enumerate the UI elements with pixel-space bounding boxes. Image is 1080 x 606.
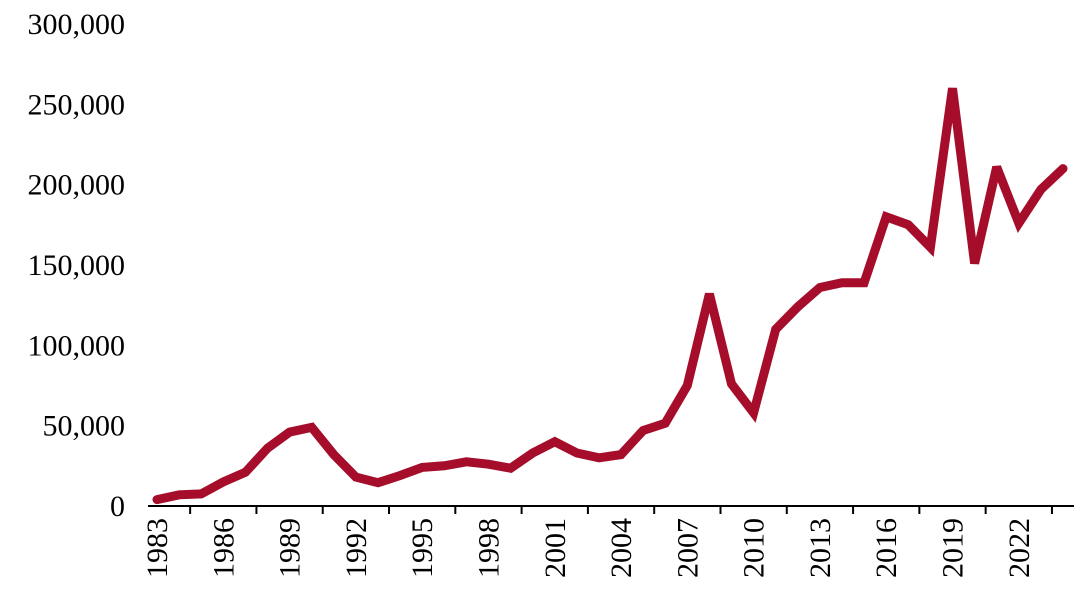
x-tick-label: 2013 <box>804 518 837 578</box>
x-tick-label: 1992 <box>340 518 373 578</box>
y-tick-label: 150,000 <box>28 249 126 282</box>
x-tick-label: 1998 <box>472 518 505 578</box>
x-tick-label: 2001 <box>539 518 572 578</box>
series-line <box>152 87 1068 505</box>
x-tick-label: 1983 <box>141 518 174 578</box>
x-axis-labels: 1983 1986 1989 1992 1995 1998 2001 2004 2007 2010… <box>141 518 1036 578</box>
y-tick-label: 250,000 <box>28 88 126 121</box>
x-tick-label: 1995 <box>406 518 439 578</box>
x-tick-label: 2010 <box>738 518 771 578</box>
y-tick-label: 300,000 <box>28 8 126 41</box>
x-tick-label: 2016 <box>870 518 903 578</box>
x-tick-label: 1986 <box>207 518 240 578</box>
y-tick-label: 200,000 <box>28 169 126 202</box>
y-tick-label: 100,000 <box>28 329 126 362</box>
x-tick-label: 2007 <box>671 518 704 578</box>
y-tick-label: 0 <box>110 490 125 523</box>
x-axis <box>148 505 1074 514</box>
x-tick-label: 2022 <box>1003 518 1036 578</box>
y-tick-label: 50,000 <box>43 410 126 443</box>
y-axis-labels: 0 50,000 100,000 150,000 200,000 250,000 300,0… <box>28 8 126 523</box>
x-tick-label: 1989 <box>274 518 307 578</box>
x-tick-label: 2004 <box>605 518 638 578</box>
series-group <box>152 87 1068 505</box>
x-tick-label: 2019 <box>937 518 970 578</box>
